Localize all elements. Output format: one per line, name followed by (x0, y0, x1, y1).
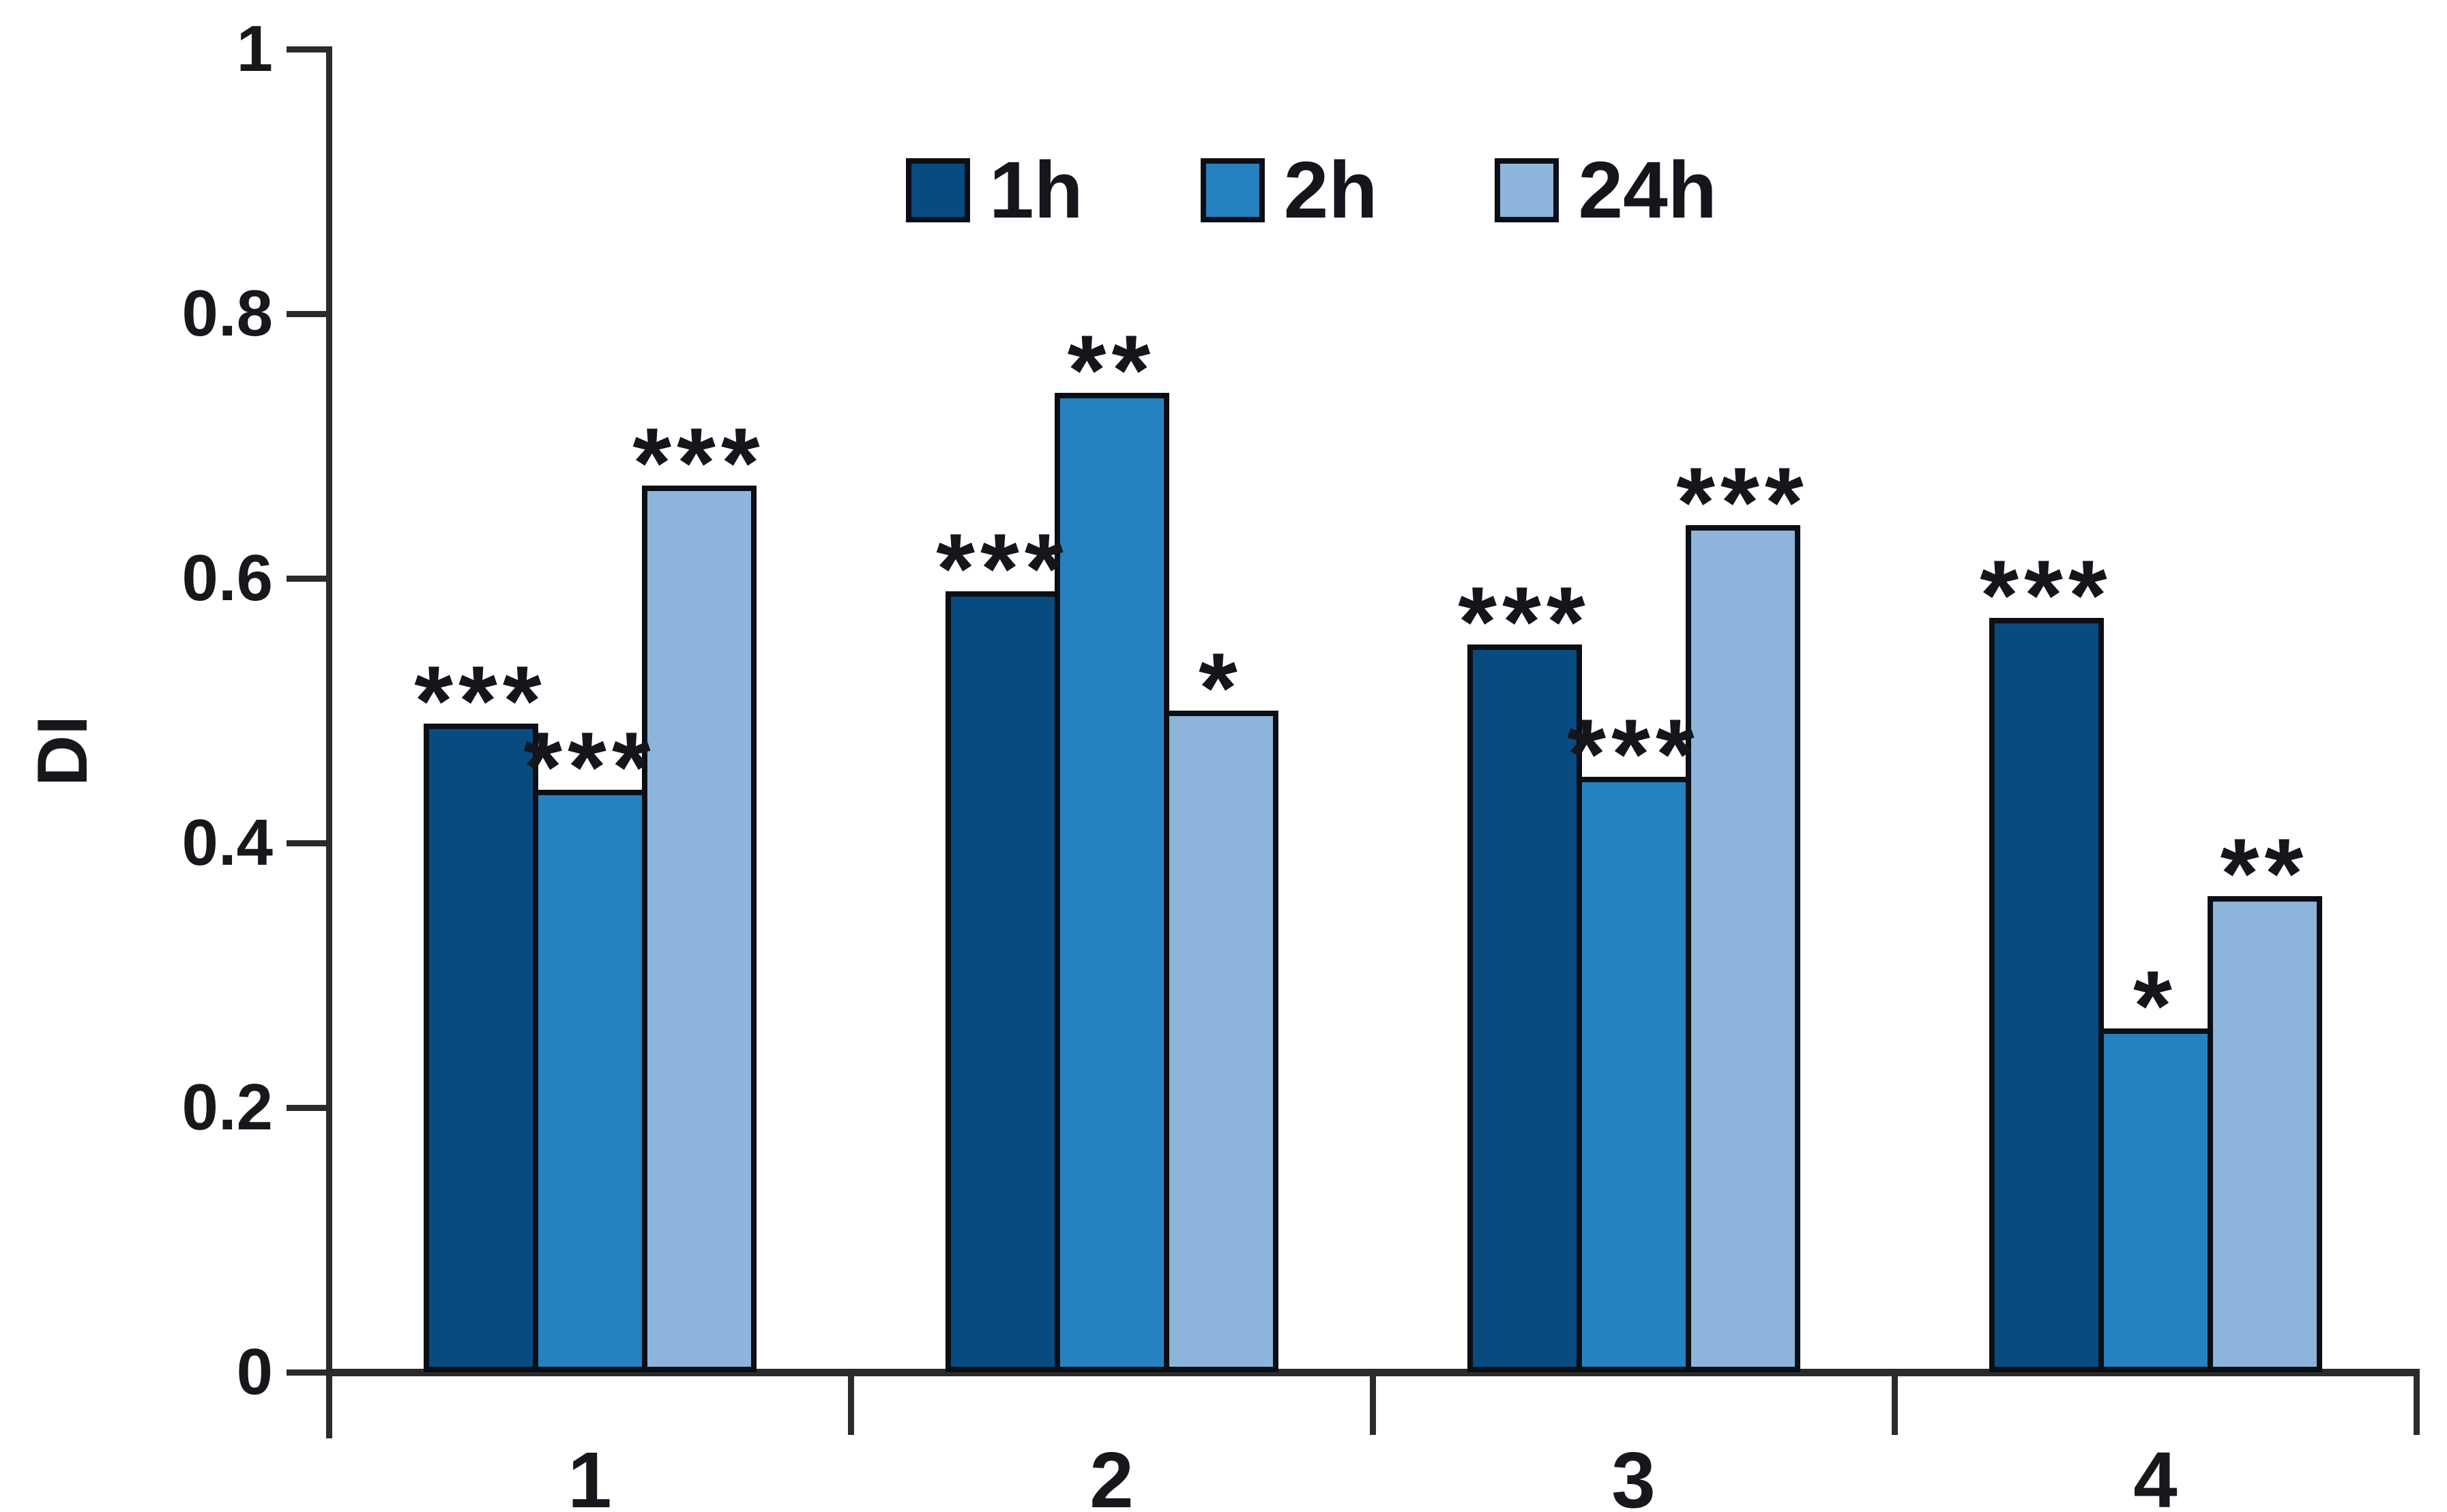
y-tick-label: 0 (236, 1335, 273, 1408)
y-tick (287, 1369, 329, 1376)
legend-label: 2h (1283, 145, 1378, 235)
bar-2h-group1 (532, 790, 647, 1372)
x-category-label: 3 (1611, 1436, 1656, 1512)
legend-label: 24h (1578, 145, 1717, 235)
significance-marker: ** (2220, 817, 2309, 929)
bar-24h-group3 (1685, 525, 1800, 1372)
y-tick (287, 1104, 329, 1111)
y-tick (287, 310, 329, 317)
bar-2h-group3 (1576, 777, 1691, 1372)
significance-marker: *** (414, 645, 547, 757)
significance-marker: *** (523, 711, 656, 823)
y-tick-label: 0.2 (181, 1071, 273, 1144)
legend-swatch-icon (1200, 158, 1265, 222)
bar-1h-group1 (423, 724, 538, 1372)
significance-marker: *** (1458, 566, 1591, 677)
x-tick (1369, 1372, 1376, 1435)
x-tick (2413, 1372, 2420, 1435)
y-tick (287, 575, 329, 582)
y-tick-label: 0.6 (181, 542, 273, 614)
y-tick-label: 0.8 (181, 277, 273, 350)
legend-swatch-icon (906, 158, 970, 222)
legend-swatch-icon (1495, 158, 1559, 222)
x-tick (1891, 1372, 1898, 1435)
significance-marker: *** (936, 513, 1069, 625)
x-category-label: 2 (1089, 1436, 1134, 1512)
y-tick-label: 1 (236, 12, 273, 85)
bar-1h-group2 (945, 591, 1060, 1372)
significance-marker: * (1199, 632, 1243, 743)
y-axis-line (325, 46, 332, 1438)
significance-marker: *** (1980, 539, 2113, 651)
bar-24h-group2 (1163, 711, 1278, 1372)
bar-2h-group4 (2098, 1028, 2213, 1372)
y-tick (287, 46, 329, 53)
bar-24h-group1 (641, 486, 757, 1372)
legend-item-24h: 24h (1495, 145, 1717, 235)
significance-marker: * (2133, 949, 2178, 1061)
y-tick (287, 840, 329, 846)
x-category-label: 1 (568, 1436, 612, 1512)
bar-1h-group4 (1989, 618, 2104, 1372)
significance-marker: *** (1567, 698, 1700, 810)
legend-item-1h: 1h (906, 150, 1083, 231)
bar-2h-group2 (1054, 393, 1169, 1372)
significance-marker: *** (1676, 447, 1809, 559)
bar-24h-group4 (2207, 895, 2322, 1372)
significance-marker: *** (632, 407, 765, 519)
x-category-label: 4 (2133, 1436, 2178, 1512)
x-tick (847, 1372, 854, 1435)
legend: 1h 2h 24h (906, 150, 1717, 231)
legend-label: 1h (989, 145, 1083, 235)
significance-marker: ** (1067, 314, 1156, 426)
legend-item-2h: 2h (1200, 145, 1378, 235)
y-tick-label: 0.4 (181, 806, 273, 879)
